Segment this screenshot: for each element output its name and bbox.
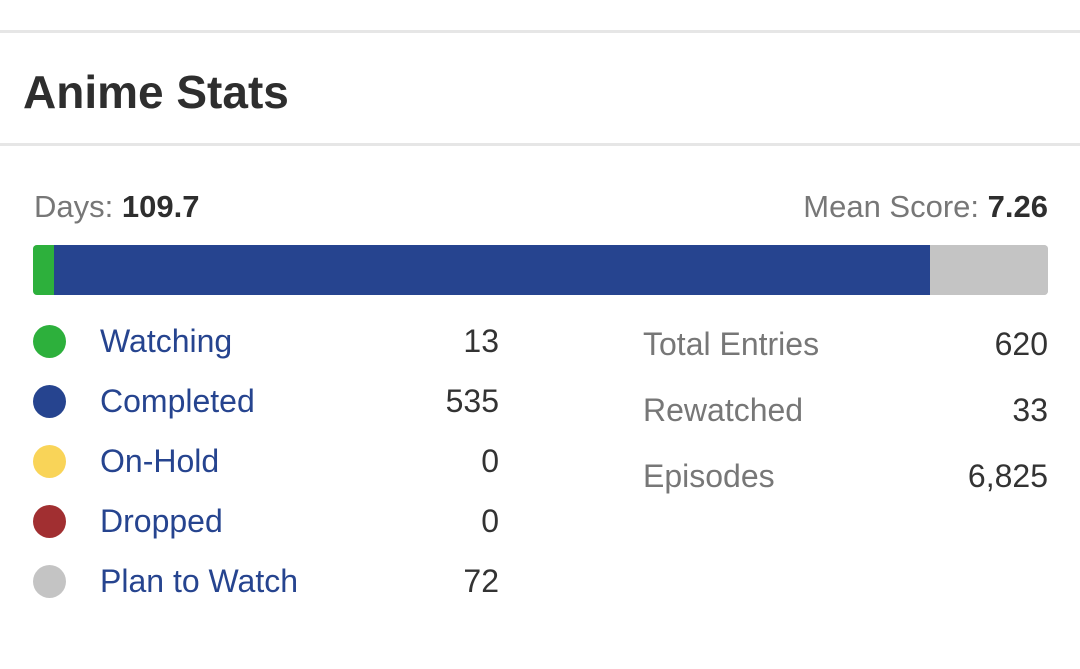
total-label: Rewatched: [643, 392, 804, 428]
total-value: 6,825: [967, 458, 1048, 494]
total-row-rewatched: Rewatched 33: [643, 377, 1048, 443]
status-row-dropped: Dropped 0: [33, 491, 503, 551]
bar-segment-plan-to-watch: [930, 245, 1048, 295]
header-divider: [0, 143, 1080, 146]
total-value: 33: [1012, 392, 1048, 428]
status-dot-icon: [33, 565, 66, 598]
status-link-dropped[interactable]: Dropped: [100, 503, 223, 539]
status-row-completed: Completed 535: [33, 371, 503, 431]
total-label: Episodes: [643, 458, 775, 494]
status-link-on-hold[interactable]: On-Hold: [100, 443, 220, 479]
mean-score-summary: Mean Score: 7.26: [803, 187, 1048, 227]
status-link-watching[interactable]: Watching: [100, 323, 233, 359]
status-row-on-hold: On-Hold 0: [33, 431, 503, 491]
status-dot-icon: [33, 445, 66, 478]
days-summary: Days: 109.7: [34, 187, 199, 227]
bar-segment-completed: [54, 245, 931, 295]
totals-list: Total Entries 620 Rewatched 33 Episodes 6,825: [643, 311, 1048, 509]
total-label: Total Entries: [643, 326, 820, 362]
status-count: 0: [481, 443, 499, 479]
status-link-plan-to-watch[interactable]: Plan to Watch: [100, 563, 299, 599]
status-row-watching: Watching 13: [33, 311, 503, 371]
total-row-total-entries: Total Entries 620: [643, 311, 1048, 377]
days-label: Days:: [34, 189, 114, 224]
status-distribution-bar: [33, 245, 1048, 295]
status-row-plan-to-watch: Plan to Watch 72: [33, 551, 503, 611]
status-link-completed[interactable]: Completed: [100, 383, 255, 419]
status-dot-icon: [33, 505, 66, 538]
mean-score-label: Mean Score:: [803, 189, 980, 224]
total-value: 620: [994, 326, 1048, 362]
status-count: 72: [463, 563, 499, 599]
status-count: 0: [481, 503, 499, 539]
status-count: 535: [445, 383, 499, 419]
status-dot-icon: [33, 325, 66, 358]
top-divider: [0, 30, 1080, 33]
status-count: 13: [463, 323, 499, 359]
total-row-episodes: Episodes 6,825: [643, 443, 1048, 509]
status-dot-icon: [33, 385, 66, 418]
bar-segment-watching: [33, 245, 55, 295]
status-list: Watching 13 Completed 535 On-Hold 0 Dropped 0 Pl…: [33, 311, 503, 611]
mean-score-value: 7.26: [987, 189, 1048, 224]
page-title: Anime Stats: [23, 66, 289, 118]
days-value: 109.7: [121, 189, 200, 224]
